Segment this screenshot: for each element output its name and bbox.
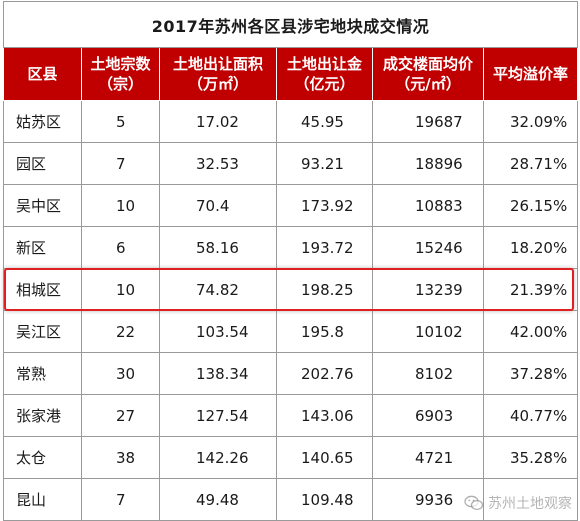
cell-floor-price: 8102 [372,352,484,395]
wechat-icon [464,495,484,511]
table-row: 昆山 7 49.48 109.48 9936 [3,478,579,521]
cell-land-revenue: 45.95 [276,100,373,143]
table-row: 吴江区 22 103.54 195.8 10102 42.00% [3,310,579,353]
cell-land-count: 6 [81,226,160,269]
cell-floor-price: 15246 [372,226,484,269]
cell-premium-rate: 35.28% [482,436,579,479]
cell-land-area: 58.16 [159,226,277,269]
table-row: 园区 7 32.53 93.21 18896 28.71% [3,142,579,185]
cell-land-count: 38 [81,436,160,479]
header-district: 区县 [3,47,82,101]
cell-land-revenue: 109.48 [276,478,373,521]
cell-district: 相城区 [3,268,82,311]
cell-floor-price: 13239 [372,268,484,311]
cell-premium-rate: 28.71% [482,142,579,185]
cell-premium-rate: 18.20% [482,226,579,269]
cell-district: 园区 [3,142,82,185]
cell-district: 张家港 [3,394,82,437]
header-row: 区县 土地宗数 （宗） 土地出让面积 （万㎡） 土地出让金 （亿元） 成交楼面均… [3,47,579,101]
cell-land-area: 17.02 [159,100,277,143]
cell-land-area: 74.82 [159,268,277,311]
header-premium-rate: 平均溢价率 [482,47,579,101]
cell-land-count: 10 [81,268,160,311]
cell-land-revenue: 173.92 [276,184,373,227]
cell-floor-price: 18896 [372,142,484,185]
cell-land-revenue: 93.21 [276,142,373,185]
cell-land-revenue: 198.25 [276,268,373,311]
header-land-count: 土地宗数 （宗） [81,47,160,101]
table-row: 新区 6 58.16 193.72 15246 18.20% [3,226,579,269]
table-title: 2017年苏州各区县涉宅地块成交情况 [2,1,579,48]
cell-land-count: 5 [81,100,160,143]
cell-land-count: 7 [81,478,160,521]
cell-district: 新区 [3,226,82,269]
cell-floor-price: 19687 [372,100,484,143]
cell-premium-rate: 21.39% [482,268,579,311]
cell-land-area: 103.54 [159,310,277,353]
cell-district: 常熟 [3,352,82,395]
cell-floor-price: 10102 [372,310,484,353]
cell-land-revenue: 140.65 [276,436,373,479]
table-row: 张家港 27 127.54 143.06 6903 40.77% [3,394,579,437]
cell-land-area: 138.34 [159,352,277,395]
table-row: 吴中区 10 70.4 173.92 10883 26.15% [3,184,579,227]
cell-land-area: 70.4 [159,184,277,227]
cell-land-area: 32.53 [159,142,277,185]
table-row-highlighted: 相城区 10 74.82 198.25 13239 21.39% [3,268,579,311]
cell-land-revenue: 143.06 [276,394,373,437]
cell-floor-price: 10883 [372,184,484,227]
cell-district: 姑苏区 [3,100,82,143]
header-land-area: 土地出让面积 （万㎡） [159,47,277,101]
cell-district: 太仓 [3,436,82,479]
watermark: 苏州土地观察 [464,493,572,513]
cell-premium-rate: 42.00% [482,310,579,353]
table-row: 常熟 30 138.34 202.76 8102 37.28% [3,352,579,395]
cell-land-count: 22 [81,310,160,353]
cell-premium-rate: 32.09% [482,100,579,143]
cell-land-revenue: 202.76 [276,352,373,395]
cell-premium-rate: 26.15% [482,184,579,227]
cell-land-count: 30 [81,352,160,395]
cell-district: 昆山 [3,478,82,521]
cell-premium-rate: 37.28% [482,352,579,395]
cell-district: 吴中区 [3,184,82,227]
table-row: 姑苏区 5 17.02 45.95 19687 32.09% [3,100,579,143]
header-floor-price: 成交楼面均价 （元/㎡） [372,47,484,101]
cell-land-area: 49.48 [159,478,277,521]
cell-premium-rate [482,478,579,521]
cell-land-area: 127.54 [159,394,277,437]
cell-floor-price: 6903 [372,394,484,437]
cell-premium-rate: 40.77% [482,394,579,437]
cell-land-count: 7 [81,142,160,185]
cell-land-area: 142.26 [159,436,277,479]
cell-land-count: 10 [81,184,160,227]
header-land-revenue: 土地出让金 （亿元） [276,47,373,101]
cell-land-revenue: 195.8 [276,310,373,353]
cell-land-count: 27 [81,394,160,437]
table-row: 太仓 38 142.26 140.65 4721 35.28% [3,436,579,479]
watermark-text: 苏州土地观察 [488,496,572,512]
cell-district: 吴江区 [3,310,82,353]
cell-floor-price: 4721 [372,436,484,479]
cell-land-revenue: 193.72 [276,226,373,269]
